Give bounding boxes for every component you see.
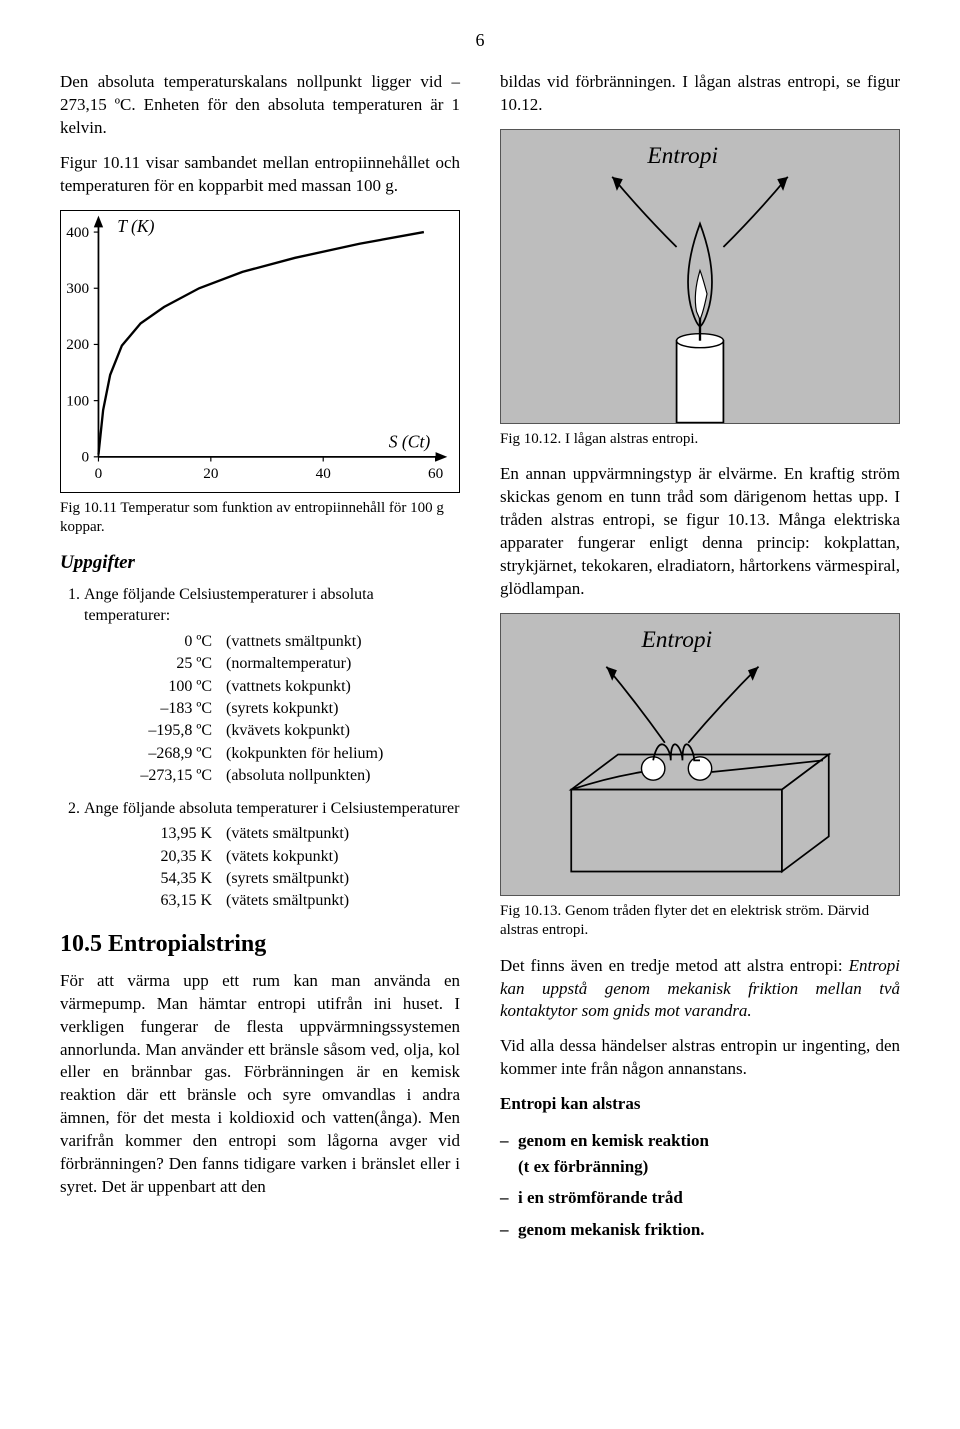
xtick-40: 40 bbox=[316, 465, 332, 482]
ytick-200: 200 bbox=[66, 336, 89, 353]
right-p2: En annan uppvärmningstyp är elvärme. En … bbox=[500, 463, 900, 601]
section-10-5-heading: 10.5 Entropialstring bbox=[60, 931, 460, 958]
fig-10-11-caption: Fig 10.11 Temperatur som funktion av ent… bbox=[60, 499, 460, 538]
ylabel: T (K) bbox=[117, 216, 154, 236]
right-p3: Det finns även en tredje metod att alstr… bbox=[500, 955, 900, 1024]
q2-table: 13,95 K(vätets smältpunkt) 20,35 K(vätet… bbox=[102, 823, 460, 913]
left-p1: Den absoluta temperaturskalans nollpunkt… bbox=[60, 71, 460, 140]
q1-text: Ange följande Celsiustemperaturer i abso… bbox=[84, 586, 374, 625]
left-p2: Figur 10.11 visar sambandet mellan entro… bbox=[60, 152, 460, 198]
page-number: 6 bbox=[60, 30, 900, 51]
q2: Ange följande absoluta temperaturer i Ce… bbox=[84, 798, 460, 913]
ytick-300: 300 bbox=[66, 280, 89, 297]
right-column: bildas vid förbränningen. I lågan alstra… bbox=[500, 71, 900, 1254]
uppgifter-heading: Uppgifter bbox=[60, 552, 460, 574]
bullet-1: genom en kemisk reaktion(t ex förbrännin… bbox=[518, 1128, 900, 1179]
right-p4: Vid alla dessa händelser alstras entropi… bbox=[500, 1035, 900, 1081]
right-p3a: Det finns även en tredje metod att alstr… bbox=[500, 956, 849, 975]
xtick-20: 20 bbox=[203, 465, 219, 482]
fig-10-13-illustration: Entropi bbox=[500, 613, 900, 896]
q1-table: 0 ºC(vattnets smältpunkt) 25 ºC(normalte… bbox=[102, 631, 460, 788]
xtick-60: 60 bbox=[428, 465, 444, 482]
right-boldline: Entropi kan alstras bbox=[500, 1093, 900, 1116]
bullet-list: genom en kemisk reaktion(t ex förbrännin… bbox=[500, 1128, 900, 1242]
left-column: Den absoluta temperaturskalans nollpunkt… bbox=[60, 71, 460, 1254]
bullet-2: i en strömförande tråd bbox=[518, 1185, 900, 1211]
ytick-0: 0 bbox=[81, 448, 89, 465]
ytick-100: 100 bbox=[66, 392, 89, 409]
right-p1: bildas vid förbränningen. I lågan alstra… bbox=[500, 71, 900, 117]
q2-text: Ange följande absoluta temperaturer i Ce… bbox=[84, 800, 459, 817]
xlabel: S (Ct) bbox=[389, 431, 431, 451]
ytick-400: 400 bbox=[66, 223, 89, 240]
left-p3: För att värma upp ett rum kan man använd… bbox=[60, 970, 460, 1199]
xtick-0: 0 bbox=[95, 465, 103, 482]
fig-10-11-chart: 0 100 200 300 400 0 20 40 bbox=[60, 210, 460, 493]
entropi-label: Entropi bbox=[646, 143, 718, 169]
q1: Ange följande Celsiustemperaturer i abso… bbox=[84, 584, 460, 788]
bullet-3: genom mekanisk friktion. bbox=[518, 1217, 900, 1243]
fig-10-12-caption: Fig 10.12. I lågan alstras entropi. bbox=[500, 430, 900, 450]
entropi-label-2: Entropi bbox=[640, 626, 712, 652]
fig-10-13-caption: Fig 10.13. Genom tråden flyter det en el… bbox=[500, 902, 900, 941]
fig-10-12-illustration: Entropi bbox=[500, 129, 900, 424]
